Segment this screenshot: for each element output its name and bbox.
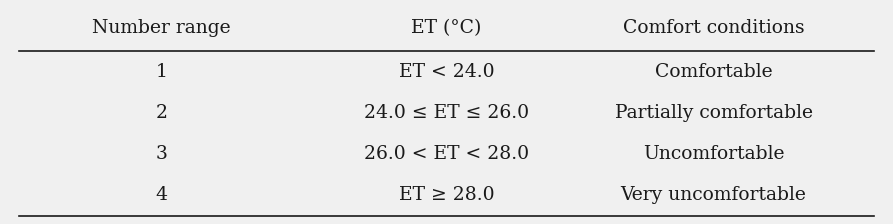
Text: Number range: Number range <box>92 19 231 37</box>
Text: 1: 1 <box>155 63 168 81</box>
Text: ET < 24.0: ET < 24.0 <box>398 63 495 81</box>
Text: 3: 3 <box>155 145 168 163</box>
Text: Comfort conditions: Comfort conditions <box>622 19 805 37</box>
Text: 24.0 ≤ ET ≤ 26.0: 24.0 ≤ ET ≤ 26.0 <box>364 104 529 122</box>
Text: ET (°C): ET (°C) <box>412 19 481 37</box>
Text: ET ≥ 28.0: ET ≥ 28.0 <box>398 186 495 204</box>
Text: 2: 2 <box>155 104 168 122</box>
Text: Very uncomfortable: Very uncomfortable <box>621 186 806 204</box>
Text: Comfortable: Comfortable <box>655 63 772 81</box>
Text: Partially comfortable: Partially comfortable <box>614 104 813 122</box>
Text: Uncomfortable: Uncomfortable <box>643 145 784 163</box>
Text: 4: 4 <box>155 186 168 204</box>
Text: 26.0 < ET < 28.0: 26.0 < ET < 28.0 <box>364 145 529 163</box>
